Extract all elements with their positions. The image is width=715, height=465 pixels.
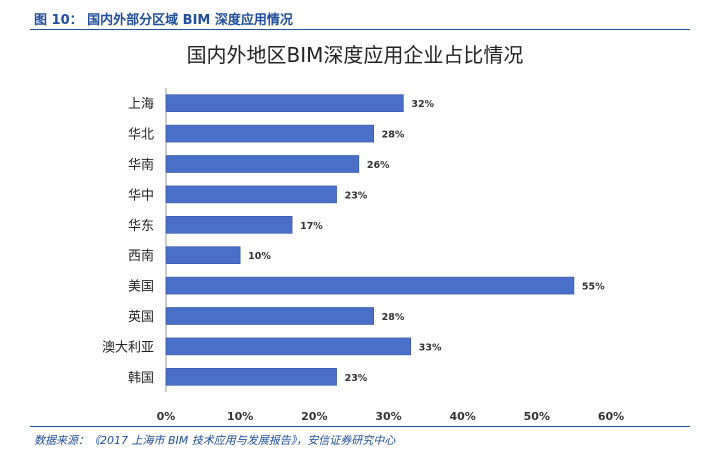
data-label: 10% (248, 251, 271, 262)
bar (165, 155, 360, 173)
x-tick-label: 20% (301, 410, 327, 423)
bar-chart: 国内外地区BIM深度应用企业占比情况 上海华北华南华中华东西南美国英国澳大利亚韩… (102, 43, 625, 423)
category-label: 韩国 (128, 371, 154, 386)
bar (165, 276, 575, 295)
category-label: 澳大利亚 (102, 339, 154, 355)
category-label: 华南 (128, 157, 154, 173)
x-tick-label: 40% (449, 410, 475, 423)
data-label: 28% (382, 312, 405, 323)
bar (165, 94, 404, 112)
bar (165, 124, 374, 143)
data-label: 32% (411, 99, 434, 110)
chart-container: 国内外地区BIM深度应用企业占比情况 上海华北华南华中华东西南美国英国澳大利亚韩… (30, 30, 690, 425)
category-label: 英国 (128, 310, 154, 325)
x-tick-label: 10% (227, 410, 253, 423)
data-label: 26% (367, 160, 390, 171)
x-tick-label: 60% (598, 410, 624, 423)
category-label: 华中 (128, 188, 154, 203)
x-tick-label: 50% (524, 410, 550, 423)
bar (165, 367, 337, 386)
figure-header: 图 10： 国内外部分区域 BIM 深度应用情况 (30, 6, 690, 30)
bar (165, 337, 412, 356)
category-label: 上海 (128, 97, 154, 112)
bar (165, 216, 293, 234)
category-label: 美国 (128, 280, 154, 295)
figure-label: 图 10： 国内外部分区域 BIM 深度应用情况 (34, 13, 293, 28)
source-note: 数据来源：《2017 上海市 BIM 技术应用与发展报告》，安信证券研究中心 (34, 434, 396, 447)
x-tick-label: 0% (157, 410, 176, 423)
category-label: 西南 (128, 248, 154, 264)
x-tick-label: 30% (375, 410, 401, 423)
bar (165, 307, 374, 325)
data-label: 33% (419, 342, 442, 353)
data-label: 17% (300, 221, 323, 232)
x-axis-ticks: 0% 10% 20% 30% 40% 50% 60% (157, 410, 625, 423)
data-label: 55% (582, 282, 605, 293)
figure-footer: 数据来源：《2017 上海市 BIM 技术应用与发展报告》，安信证券研究中心 (30, 426, 690, 450)
bar (165, 246, 241, 264)
data-label: 28% (382, 130, 405, 141)
chart-title: 国内外地区BIM深度应用企业占比情况 (187, 43, 524, 67)
data-label: 23% (345, 190, 368, 201)
category-label: 华东 (128, 219, 154, 234)
category-label: 华北 (128, 128, 154, 143)
data-label: 23% (345, 373, 368, 384)
bar (165, 185, 337, 204)
bars: 32% 28% 26% 23% 17% 10% 55% 28% 33% 23% (165, 94, 605, 386)
